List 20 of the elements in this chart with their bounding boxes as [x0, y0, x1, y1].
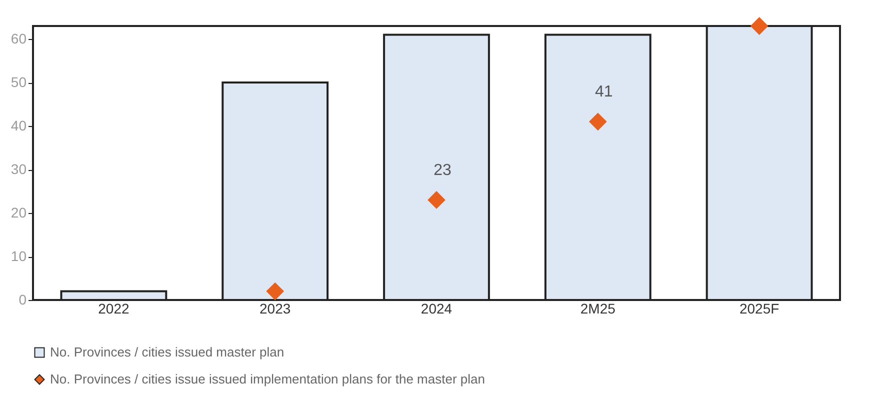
legend-label: No. Provinces / cities issue issued implementation plans for the master plan — [50, 372, 485, 386]
point — [266, 282, 284, 300]
x-tick-label: 2023 — [260, 300, 291, 316]
x-tick-label: 2022 — [98, 300, 130, 316]
x-tick-label: 2025F — [739, 300, 780, 316]
data-label: 23 — [434, 162, 452, 179]
y-tick-label: 20 — [10, 204, 27, 221]
y-tick-label: 50 — [10, 74, 27, 90]
point — [428, 191, 446, 209]
y-tick-label: 10 — [10, 248, 27, 264]
data-label: 41 — [595, 84, 613, 101]
y-tick-label: 60 — [10, 30, 27, 47]
legend-label: No. Provinces / cities issued master plan — [50, 344, 284, 360]
y-tick-label: 30 — [10, 161, 27, 178]
point — [750, 17, 768, 35]
y-tick-label: 0 — [18, 292, 27, 308]
x-tick-label: 2024 — [420, 300, 452, 316]
y-tick-label: 40 — [10, 118, 27, 134]
point — [588, 112, 607, 131]
x-tick-label: 2M25 — [580, 300, 616, 316]
